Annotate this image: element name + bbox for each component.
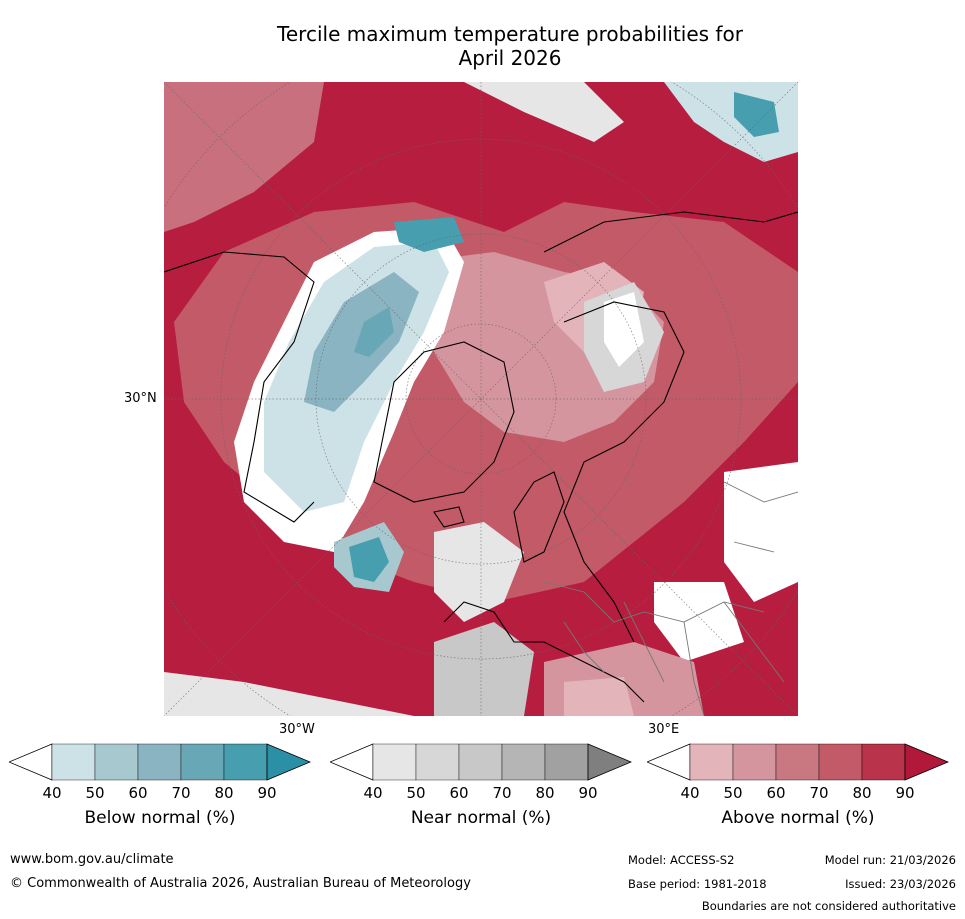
country-borders (563, 601, 705, 716)
colorbar-tick-label: 40 (363, 784, 383, 802)
near-normal-region (434, 522, 524, 622)
above-normal-region (164, 82, 324, 232)
chart-title-line-1: Tercile maximum temperature probabilitie… (277, 22, 743, 46)
colorbar-bin (223, 743, 268, 781)
colorbar-bin (372, 743, 417, 781)
colorbar-label: Near normal (%) (410, 808, 552, 828)
colorbar-tick-label: 70 (171, 784, 191, 802)
latitude-label-30n: 30°N (124, 391, 157, 406)
below-normal-region (354, 307, 394, 357)
footer-issued: Issued: 23/03/2026 (845, 877, 956, 891)
coastline-europe (443, 601, 645, 703)
colorbar-tick-label: 60 (128, 784, 148, 802)
colorbar-tick-label: 80 (214, 784, 234, 802)
coastline-greenland (373, 341, 515, 503)
colorbar-bin (415, 743, 460, 781)
colorbar-tick-label: 40 (42, 784, 62, 802)
footer-copyright: © Commonwealth of Australia 2026, Austra… (10, 876, 471, 891)
colorbar-extend-low (9, 743, 53, 781)
colorbar-tick-label: 70 (492, 784, 512, 802)
colorbar-tick-label: 90 (578, 784, 598, 802)
below-normal-region (349, 537, 389, 582)
colorbar-bin (861, 743, 906, 781)
colorbar-bin (544, 743, 589, 781)
colorbar-near-normal: 40 50 60 70 80 90 Near normal (%) (330, 738, 632, 848)
below-normal-region (394, 217, 464, 252)
colorbar-bin (732, 743, 777, 781)
colorbar-bin (501, 743, 546, 781)
near-normal-region (604, 292, 644, 367)
footer-model-run: Model run: 21/03/2026 (824, 853, 956, 867)
colorbar-tick-label: 70 (809, 784, 829, 802)
colorbar-bin (818, 743, 863, 781)
colorbar-ticks: 40 50 60 70 80 90 (9, 784, 311, 804)
longitude-label-30e: 30°E (648, 722, 680, 737)
near-normal-region (654, 582, 744, 662)
longitude-label-30w: 30°W (279, 722, 315, 737)
colorbar-above-normal: 40 50 60 70 80 90 Above normal (%) (647, 738, 949, 848)
colorbar-bin (51, 743, 96, 781)
footer-base-period: Base period: 1981-2018 (628, 877, 767, 891)
footer-disclaimer: Boundaries are not considered authoritat… (701, 899, 956, 913)
colorbar-tick-label: 50 (406, 784, 426, 802)
coastline-north-america (164, 251, 315, 523)
below-normal-region (734, 92, 779, 137)
footer-url: www.bom.gov.au/climate (10, 852, 174, 867)
colorbar-bin (94, 743, 139, 781)
colorbar-tick-label: 50 (723, 784, 743, 802)
coastline-iceland (433, 506, 465, 528)
colorbar-tick-label: 60 (766, 784, 786, 802)
colorbar-tick-label: 60 (449, 784, 469, 802)
probability-map (164, 82, 798, 716)
colorbar-tick-label: 80 (852, 784, 872, 802)
colorbar-extend-high (587, 743, 632, 781)
near-normal-region (464, 82, 624, 142)
near-normal-region (434, 622, 534, 716)
colorbar-bin (137, 743, 182, 781)
colorbar-extend-low (330, 743, 374, 781)
coastline-scandinavia (513, 471, 565, 563)
coastline-eurasia (543, 211, 798, 643)
colorbar-ticks: 40 50 60 70 80 90 (647, 784, 949, 804)
above-normal-region (564, 677, 634, 716)
colorbar-ticks: 40 50 60 70 80 90 (330, 784, 632, 804)
colorbar-extend-low (647, 743, 691, 781)
colorbar-label: Below normal (%) (84, 808, 236, 828)
country-borders (723, 481, 798, 683)
colorbar-extend-high (904, 743, 949, 781)
colorbar-tick-label: 90 (895, 784, 915, 802)
colorbar-tick-label: 40 (680, 784, 700, 802)
colorbar-bin (775, 743, 820, 781)
footer-model: Model: ACCESS-S2 (628, 853, 735, 867)
chart-title-line-2: April 2026 (458, 46, 562, 70)
colorbar-tick-label: 80 (535, 784, 555, 802)
colorbar-tick-label: 90 (257, 784, 277, 802)
colorbar-bin (180, 743, 225, 781)
colorbar-bin (689, 743, 734, 781)
colorbar-bin (458, 743, 503, 781)
near-normal-region (164, 672, 414, 716)
colorbar-extend-high (266, 743, 311, 781)
colorbar-tick-label: 50 (85, 784, 105, 802)
colorbar-below-normal: 40 50 60 70 80 90 Below normal (%) (9, 738, 311, 848)
colorbar-label: Above normal (%) (721, 808, 875, 828)
